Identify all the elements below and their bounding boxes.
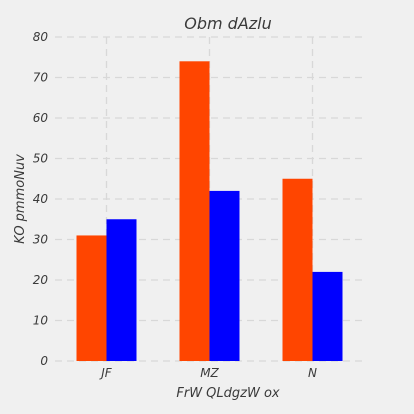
y-axis-label: KO pmmoNuv (13, 154, 28, 244)
y-tick-label: 40 (33, 192, 49, 206)
bar-jf-series-1 (76, 235, 107, 361)
bar-jf-series-2 (106, 219, 137, 361)
x-tick-label: N (308, 366, 317, 380)
y-tick-label: 80 (33, 30, 49, 44)
y-tick-label: 50 (33, 152, 49, 166)
y-tick-label: 60 (33, 111, 49, 125)
bar-mz-series-1 (179, 61, 210, 362)
x-tick-label: JF (99, 366, 113, 380)
bars (76, 61, 343, 362)
chart-title: Obm dAzlu (184, 14, 272, 33)
y-tick-label: 70 (33, 71, 49, 85)
bar-mz-series-2 (209, 190, 240, 361)
y-tick-label: 0 (40, 354, 48, 368)
tick-labels: 0 10 20 30 40 50 60 70 80 JF MZ N (33, 30, 317, 380)
x-tick-label: MZ (200, 366, 219, 380)
bar-n-series-2 (312, 271, 343, 361)
bar-n-series-1 (282, 178, 313, 361)
y-tick-label: 20 (33, 273, 49, 287)
y-tick-label: 10 (33, 314, 49, 328)
x-axis-label: FrW QLdgzW ox (176, 386, 280, 401)
y-tick-label: 30 (33, 233, 49, 247)
